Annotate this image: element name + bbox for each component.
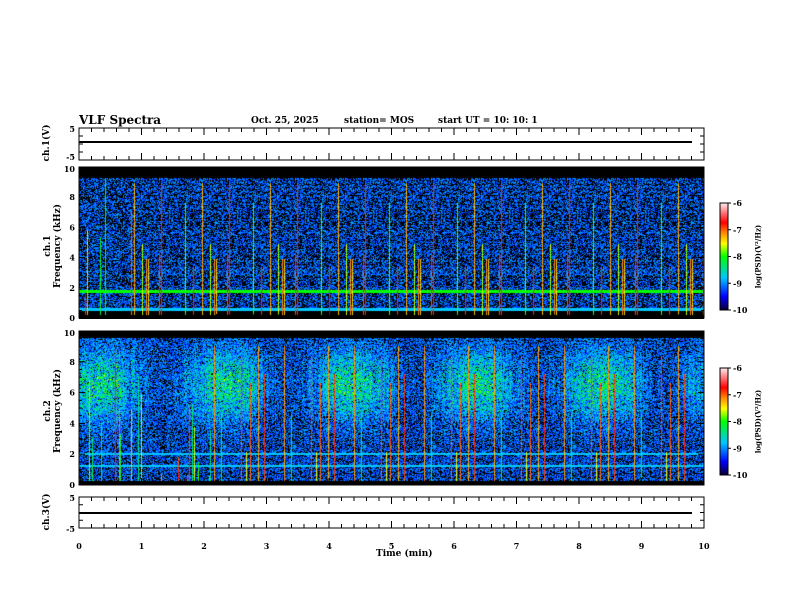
ch1-spectrogram <box>79 167 704 319</box>
colorbar-tick-label: -10 <box>733 305 748 315</box>
panel-2-frame <box>78 330 705 486</box>
ch2-frequency-ylabel: ch.2 Frequency (kHz) <box>43 366 63 456</box>
date-label: Oct. 25, 2025 <box>251 116 319 126</box>
start-time-label: start UT = 10: 10: 1 <box>438 116 538 126</box>
y-tick-label: -5 <box>66 152 75 162</box>
y-tick-label: 2 <box>69 449 75 459</box>
x-tick-label: 1 <box>139 541 145 551</box>
ch1-colorbar-label: log(PSD)(V²/Hz) <box>753 224 763 289</box>
x-tick-label: 9 <box>639 541 645 551</box>
y-tick-label: 2 <box>69 283 75 293</box>
y-tick-label: 6 <box>69 388 75 398</box>
x-tick-label: 10 <box>698 541 710 551</box>
colorbar-tick-label: -10 <box>733 470 748 480</box>
x-tick-label: 0 <box>76 541 82 551</box>
x-tick-label: 8 <box>576 541 582 551</box>
ch1-frequency-ylabel: ch.1 Frequency (kHz) <box>43 201 63 291</box>
colorbar-frame <box>719 367 729 476</box>
colorbar-tick-label: -7 <box>733 225 742 235</box>
ch2-ylabel-line1: ch.2 <box>43 400 53 422</box>
y-tick-label: 0 <box>69 480 75 490</box>
y-tick-label: 10 <box>64 328 76 338</box>
x-tick-label: 2 <box>201 541 207 551</box>
y-tick-label: 4 <box>69 253 75 263</box>
colorbar-tick-label: -9 <box>733 278 742 288</box>
colorbar-tick-label: -9 <box>733 443 742 453</box>
ch2-colorbar-label: log(PSD)(V²/Hz) <box>753 389 763 454</box>
ch2-ylabel-line2: Frequency (kHz) <box>53 369 63 454</box>
x-tick-label: 6 <box>451 541 457 551</box>
y-tick-label: -5 <box>66 524 75 534</box>
figure-title: VLF Spectra <box>79 113 162 127</box>
ch1-ylabel-line1: ch.1 <box>43 235 53 257</box>
colorbar-tick-label: -8 <box>733 417 742 427</box>
y-tick-label: 10 <box>64 164 76 174</box>
panel-1-frame <box>78 166 705 319</box>
ch1-voltage-ylabel: ch.1(V) <box>42 124 52 162</box>
y-tick-label: 6 <box>69 222 75 232</box>
y-tick-label: 0 <box>69 313 75 323</box>
colorbar-tick-label: -6 <box>733 198 742 208</box>
colorbar-tick-label: -6 <box>733 363 742 373</box>
y-tick-label: 8 <box>69 357 75 367</box>
colorbar-frame <box>719 202 729 311</box>
colorbar-tick-label: -7 <box>733 390 742 400</box>
x-tick-label: 3 <box>264 541 270 551</box>
ch3-voltage-ylabel: ch.3(V) <box>42 493 52 531</box>
x-axis-label: Time (min) <box>376 549 433 559</box>
ch1-colorbar <box>720 203 728 310</box>
y-tick-label: 8 <box>69 192 75 202</box>
ch1-ylabel-line2: Frequency (kHz) <box>53 204 63 289</box>
y-tick-label: 5 <box>69 493 75 503</box>
station-label: station= MOS <box>344 116 415 126</box>
y-tick-label: 5 <box>69 124 75 134</box>
ch2-colorbar <box>720 368 728 475</box>
x-tick-label: 4 <box>326 541 332 551</box>
ch2-spectrogram <box>79 331 704 485</box>
y-tick-label: 4 <box>69 418 75 428</box>
x-tick-label: 7 <box>514 541 520 551</box>
x-tick-label: 5 <box>389 541 395 551</box>
colorbar-tick-label: -8 <box>733 252 742 262</box>
